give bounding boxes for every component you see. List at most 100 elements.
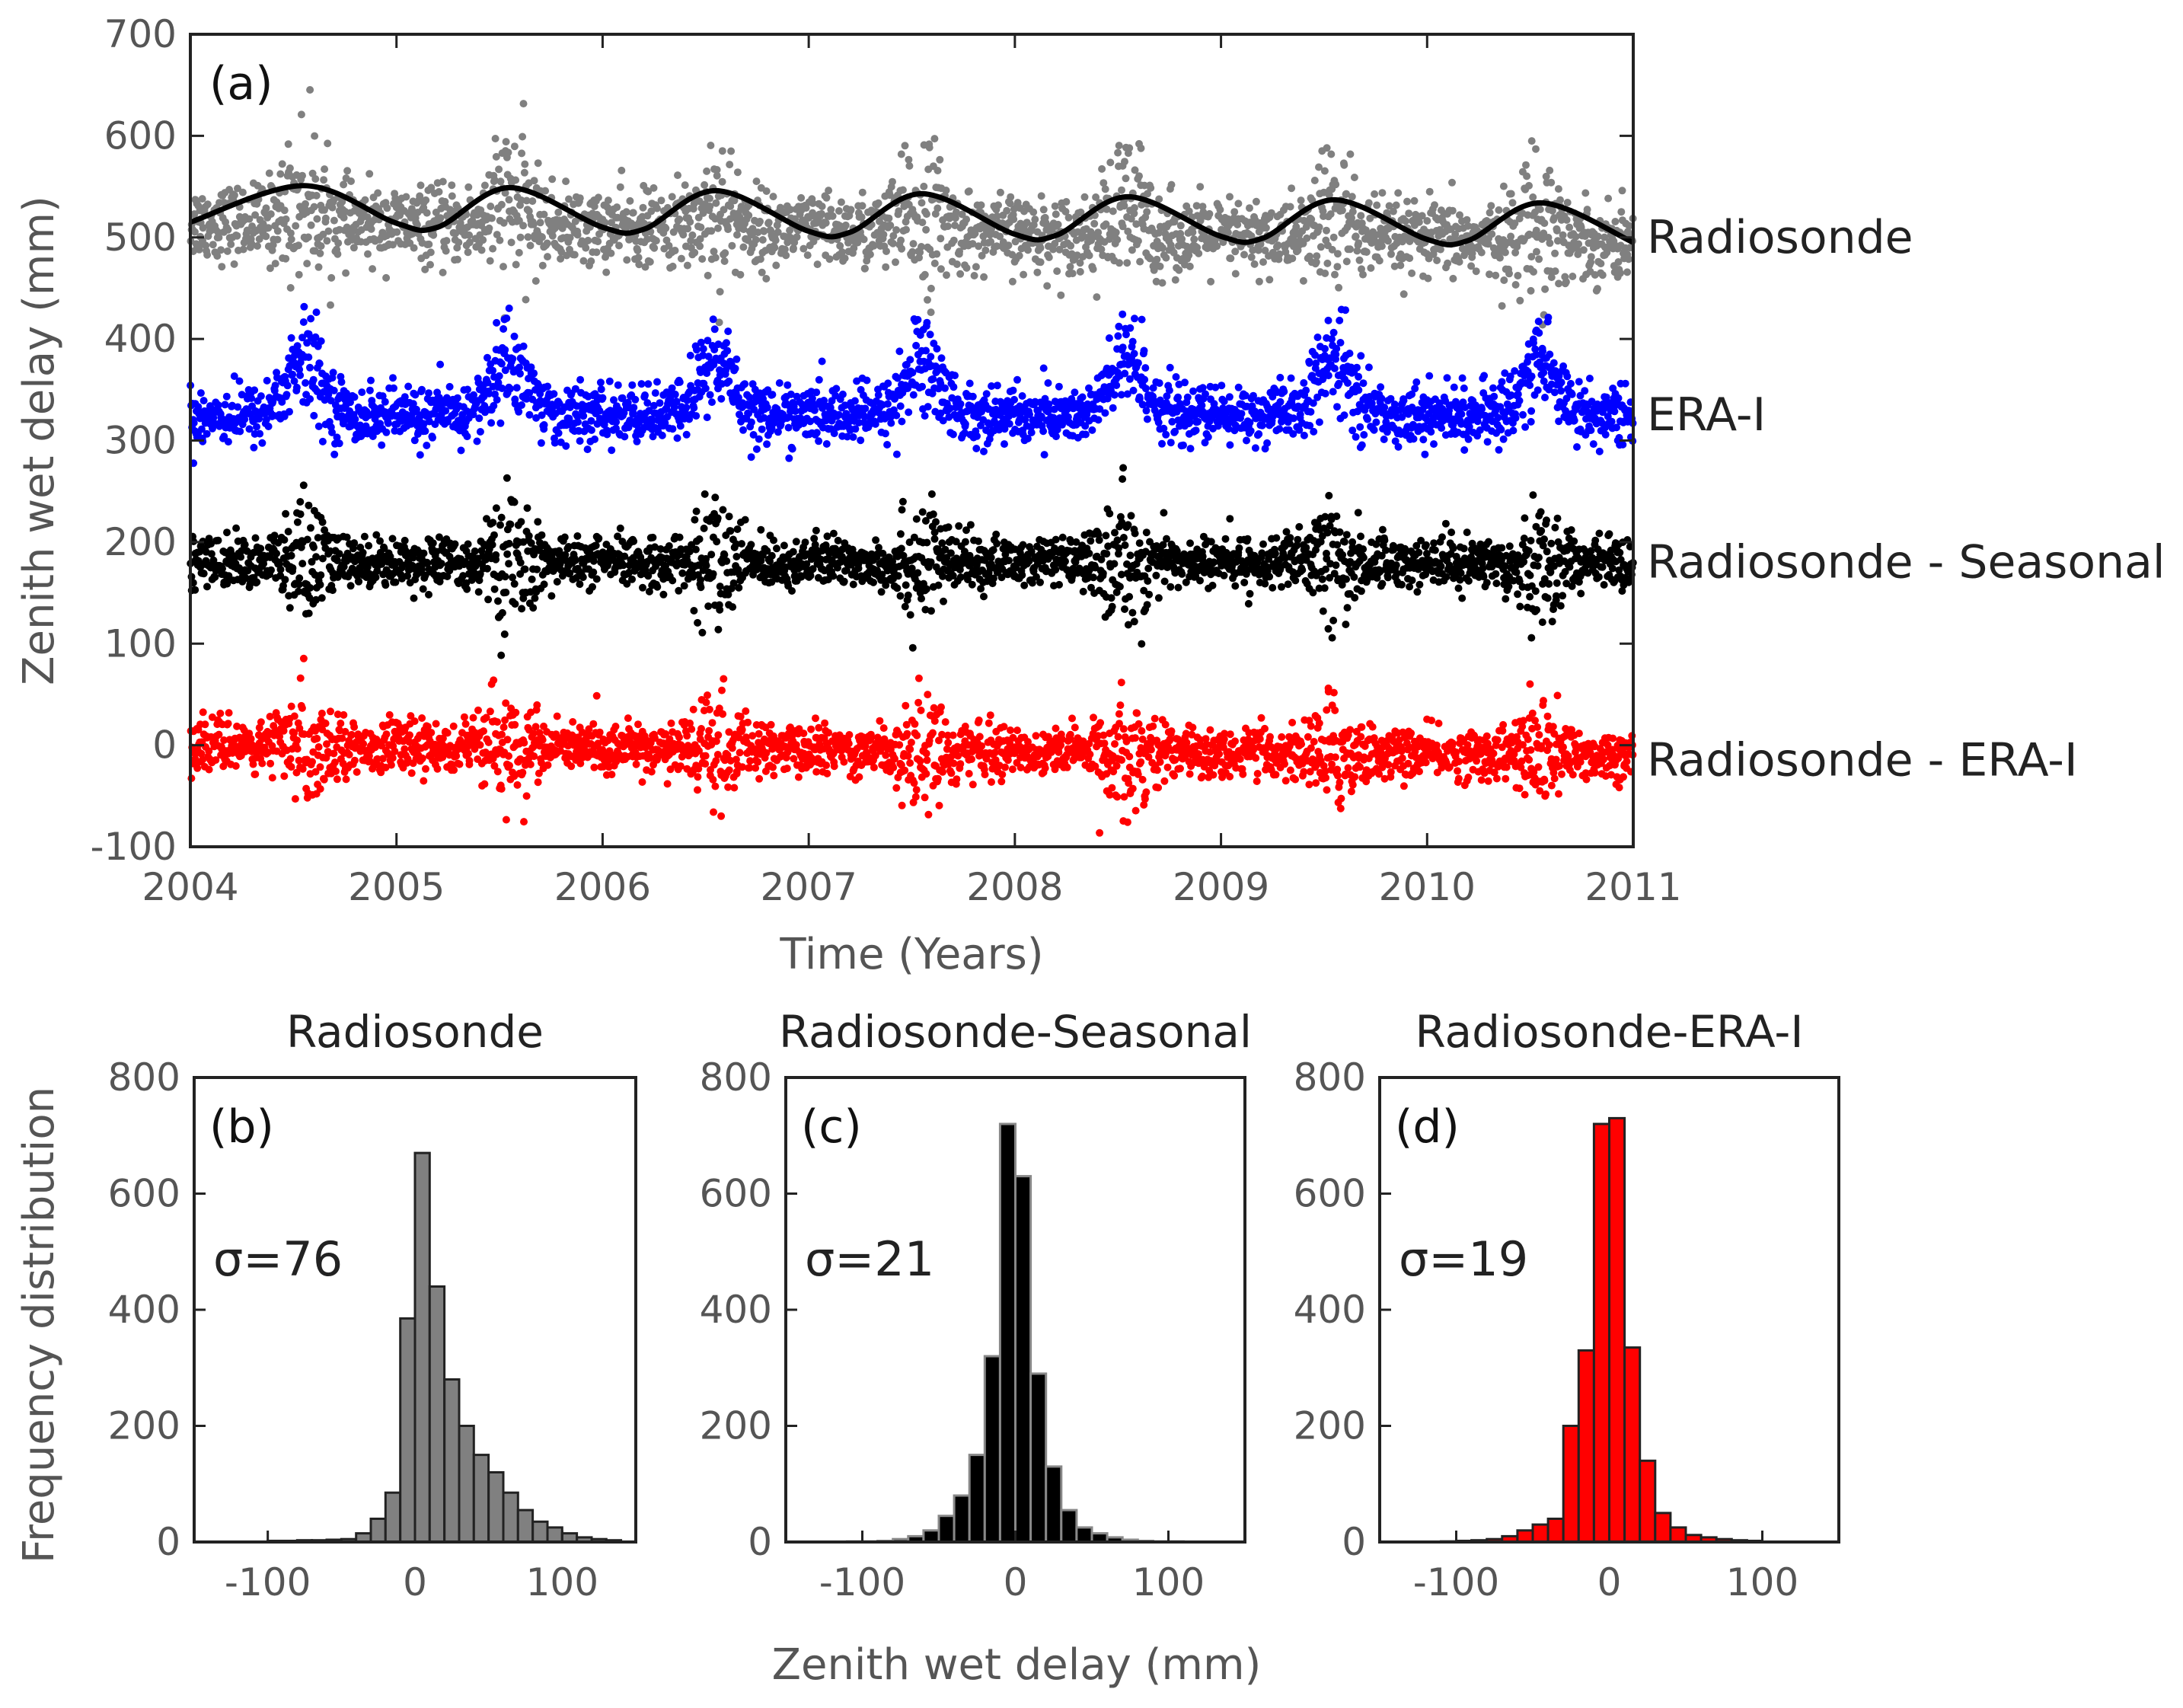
data-point bbox=[257, 544, 265, 553]
data-point bbox=[412, 405, 420, 413]
data-point bbox=[1315, 418, 1323, 426]
data-point bbox=[630, 404, 638, 412]
data-point bbox=[1522, 161, 1530, 169]
data-point bbox=[307, 314, 315, 323]
data-point bbox=[576, 375, 585, 384]
data-point bbox=[697, 223, 705, 231]
data-point bbox=[522, 295, 530, 304]
data-point bbox=[908, 247, 917, 256]
data-point bbox=[1551, 249, 1559, 257]
data-point bbox=[909, 240, 918, 248]
data-point bbox=[390, 384, 397, 392]
data-point bbox=[723, 339, 730, 347]
data-point bbox=[1499, 435, 1508, 443]
data-point bbox=[1342, 306, 1349, 314]
data-point bbox=[1323, 144, 1331, 152]
data-point bbox=[1288, 184, 1296, 193]
data-point bbox=[1438, 424, 1446, 433]
data-point bbox=[699, 209, 707, 217]
data-point bbox=[1344, 379, 1352, 387]
data-point bbox=[330, 450, 339, 458]
data-point bbox=[1621, 379, 1629, 388]
data-point bbox=[236, 427, 244, 436]
data-point bbox=[383, 204, 391, 212]
data-point bbox=[343, 167, 352, 175]
data-point bbox=[1616, 269, 1624, 277]
data-point bbox=[934, 204, 942, 212]
data-point bbox=[1007, 193, 1015, 201]
data-point bbox=[1352, 433, 1360, 441]
data-point bbox=[487, 419, 496, 427]
data-point bbox=[1174, 393, 1182, 401]
data-point bbox=[525, 410, 534, 419]
data-point bbox=[1342, 257, 1351, 266]
data-point bbox=[423, 442, 431, 449]
data-point bbox=[1497, 426, 1505, 434]
data-point bbox=[1604, 194, 1613, 203]
data-point bbox=[1540, 219, 1549, 228]
data-point bbox=[1196, 216, 1205, 225]
data-point bbox=[720, 257, 729, 265]
data-point bbox=[591, 435, 598, 443]
data-point bbox=[922, 210, 930, 219]
data-point bbox=[1587, 426, 1595, 434]
data-point bbox=[647, 207, 656, 215]
data-point bbox=[475, 414, 484, 423]
data-point bbox=[1557, 387, 1565, 395]
data-point bbox=[315, 359, 324, 368]
data-point bbox=[1178, 235, 1186, 243]
data-point bbox=[1158, 279, 1167, 287]
data-point bbox=[785, 454, 793, 462]
data-point bbox=[1121, 158, 1128, 166]
data-point bbox=[639, 203, 647, 212]
data-point bbox=[330, 386, 338, 394]
data-point bbox=[292, 383, 301, 391]
data-point bbox=[1495, 254, 1504, 262]
data-point bbox=[298, 171, 306, 180]
data-point bbox=[343, 223, 351, 231]
data-point bbox=[1299, 276, 1307, 285]
data-point bbox=[1008, 277, 1016, 286]
data-point bbox=[1563, 199, 1572, 206]
data-point bbox=[1598, 271, 1607, 279]
data-point bbox=[993, 212, 1001, 220]
data-point bbox=[1010, 215, 1018, 223]
data-point bbox=[286, 229, 295, 238]
data-point bbox=[675, 378, 684, 386]
data-point bbox=[1364, 363, 1373, 372]
data-point bbox=[1039, 206, 1048, 214]
data-point bbox=[708, 398, 716, 407]
data-point bbox=[223, 528, 231, 537]
data-point bbox=[310, 411, 318, 420]
data-point bbox=[775, 379, 784, 387]
data-point bbox=[1328, 245, 1336, 254]
data-point bbox=[1509, 426, 1518, 435]
data-point bbox=[314, 422, 323, 430]
data-point bbox=[365, 170, 374, 178]
data-point bbox=[850, 244, 858, 252]
data-point bbox=[1579, 246, 1588, 254]
data-point bbox=[530, 177, 538, 185]
data-point bbox=[1291, 237, 1298, 244]
data-point bbox=[1424, 274, 1432, 283]
data-point bbox=[1159, 244, 1167, 252]
data-point bbox=[650, 244, 659, 252]
data-point bbox=[233, 231, 241, 240]
data-point bbox=[1255, 430, 1263, 438]
data-point bbox=[235, 377, 244, 385]
data-point bbox=[682, 404, 691, 412]
data-point bbox=[1259, 258, 1267, 267]
data-point bbox=[1076, 259, 1084, 267]
data-point bbox=[969, 240, 977, 248]
data-point bbox=[584, 236, 592, 244]
data-point bbox=[643, 399, 652, 407]
data-point bbox=[203, 583, 211, 591]
data-point bbox=[452, 229, 460, 238]
data-point bbox=[1276, 397, 1285, 406]
data-point bbox=[644, 187, 653, 196]
data-point bbox=[1529, 193, 1537, 201]
data-point bbox=[1394, 189, 1403, 197]
data-point bbox=[278, 160, 286, 168]
data-point bbox=[1230, 208, 1239, 216]
data-point bbox=[489, 244, 497, 253]
